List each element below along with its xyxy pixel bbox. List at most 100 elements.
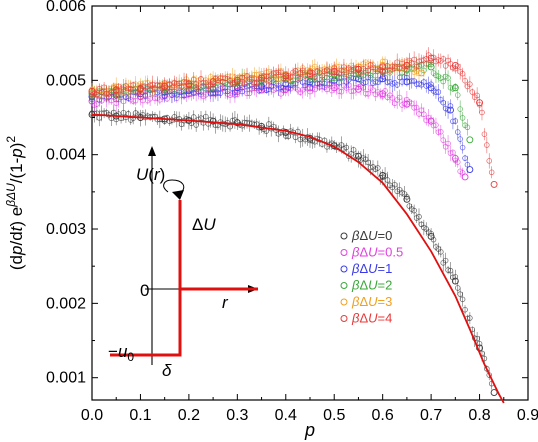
data-point xyxy=(343,144,350,151)
legend-marker xyxy=(340,315,348,322)
data-point xyxy=(416,214,422,220)
data-point xyxy=(287,74,294,81)
data-point xyxy=(474,92,480,99)
data-point xyxy=(416,70,422,77)
inset-barrier-arc xyxy=(163,179,185,195)
inset-potential-step xyxy=(110,200,258,357)
data-point xyxy=(193,122,199,128)
inset-u-arrowhead xyxy=(148,146,156,156)
legend-label: βΔU=2 xyxy=(351,278,392,293)
data-point xyxy=(389,95,396,101)
data-point xyxy=(459,70,466,77)
y-axis-title: (dp/dt) eβΔU/(1-p)2 xyxy=(4,136,26,271)
data-point xyxy=(455,285,461,291)
data-point xyxy=(331,64,337,71)
data-point xyxy=(467,315,473,321)
data-point xyxy=(198,76,204,82)
data-point xyxy=(457,136,463,142)
data-point xyxy=(459,144,466,151)
data-point xyxy=(413,104,420,111)
y-tick-label: 0.002 xyxy=(46,295,86,312)
data-point xyxy=(190,76,197,83)
data-point xyxy=(430,236,437,243)
x-axis-title: p xyxy=(304,420,315,440)
data-point xyxy=(203,113,209,120)
data-point xyxy=(459,170,466,176)
x-tick-label: 0.1 xyxy=(129,407,151,424)
data-point xyxy=(312,73,318,80)
data-point xyxy=(239,75,245,81)
data-point xyxy=(476,340,483,347)
inset-r-label: r xyxy=(222,293,229,312)
data-point xyxy=(484,142,490,148)
data-point xyxy=(394,82,400,88)
inset-u0-label: −u0 xyxy=(108,342,134,364)
inset-u-label: U(r) xyxy=(136,165,165,184)
inset-delta-label: δ xyxy=(162,361,172,380)
fit-line xyxy=(91,113,505,404)
data-point xyxy=(442,257,449,264)
legend-marker xyxy=(340,298,348,306)
inset-zero-label: 0 xyxy=(140,281,149,300)
fit-line-group xyxy=(91,113,505,404)
data-point xyxy=(295,75,301,81)
data-point xyxy=(467,81,473,87)
data-point xyxy=(445,75,451,81)
data-point xyxy=(130,82,136,88)
data-point xyxy=(319,73,325,79)
legend-label: βΔU=0 xyxy=(351,228,392,243)
data-point xyxy=(452,83,459,90)
y-tick-label: 0.004 xyxy=(46,147,86,164)
data-point xyxy=(461,173,469,181)
data-point xyxy=(278,69,284,75)
x-tick-label: 0.5 xyxy=(323,407,345,424)
inset-potential-diagram: U(r) ΔU 0 r −u0 δ xyxy=(108,146,258,380)
inset-arc-arrowhead xyxy=(172,190,184,200)
x-tick-label: 0.4 xyxy=(275,407,297,424)
data-point xyxy=(486,158,492,164)
data-point xyxy=(433,122,439,128)
y-tick-label: 0.003 xyxy=(46,221,86,238)
data-point xyxy=(348,151,354,157)
data-point xyxy=(396,94,403,101)
x-tick-label: 0.3 xyxy=(226,407,248,424)
data-point xyxy=(462,306,468,313)
legend-label: βΔU=4 xyxy=(351,311,392,326)
legend-label: βΔU=3 xyxy=(351,294,392,309)
data-point xyxy=(128,86,134,93)
legend-marker xyxy=(340,265,348,273)
x-tick-label: 0.8 xyxy=(468,407,490,424)
data-point xyxy=(445,140,451,147)
y-tick-label: 0.001 xyxy=(46,370,86,387)
x-tick-label: 0.9 xyxy=(517,407,538,424)
data-point xyxy=(447,267,454,274)
x-tick-label: 0.7 xyxy=(420,407,442,424)
data-point xyxy=(481,131,488,137)
data-point xyxy=(459,115,466,121)
data-point xyxy=(455,92,461,98)
data-point xyxy=(421,111,427,118)
series-group xyxy=(88,47,498,397)
data-point xyxy=(438,249,444,255)
data-point xyxy=(94,91,100,98)
data-point xyxy=(365,91,371,97)
data-point xyxy=(440,78,446,85)
data-point xyxy=(455,159,461,165)
y-tick-label: 0.005 xyxy=(46,72,86,89)
data-point xyxy=(450,149,456,156)
data-point xyxy=(132,97,139,104)
data-point xyxy=(452,118,459,124)
data-point xyxy=(404,194,410,200)
y-tick-label: 0.006 xyxy=(46,0,86,15)
data-point xyxy=(490,389,498,397)
series-0 xyxy=(88,104,498,397)
data-point xyxy=(217,90,224,96)
data-point xyxy=(113,91,119,97)
data-point xyxy=(394,59,400,65)
data-point xyxy=(411,56,417,63)
legend-label: βΔU=1 xyxy=(351,261,392,276)
data-point xyxy=(455,129,461,135)
data-point xyxy=(239,88,245,95)
